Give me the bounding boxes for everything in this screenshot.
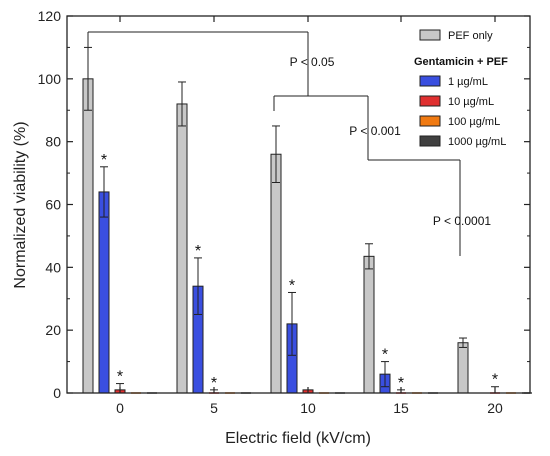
legend-label: 1 µg/mL — [448, 76, 488, 88]
legend-swatch — [419, 29, 441, 41]
y-tick-label: 40 — [45, 259, 61, 275]
legend-label: 100 µg/mL — [448, 116, 500, 128]
significance-star: * — [211, 375, 217, 392]
legend-label: 1000 µg/mL — [448, 136, 506, 148]
x-tick-label: 0 — [116, 400, 124, 416]
legend-swatch — [419, 135, 441, 147]
comparison-label: P < 0.001 — [349, 124, 401, 138]
y-tick-label: 120 — [38, 8, 62, 24]
bar — [176, 103, 188, 394]
comparison-label: P < 0.0001 — [433, 214, 491, 228]
significance-star: * — [289, 277, 295, 294]
x-tick-label: 20 — [487, 400, 503, 416]
legend: PEF only Gentamicin + PEF 1 µg/mL 10 µg/mL 1… — [414, 29, 508, 148]
y-tick-label: 20 — [45, 322, 61, 338]
x-tick-label: 5 — [210, 400, 218, 416]
x-tick-label: 10 — [300, 400, 316, 416]
bar — [270, 153, 282, 394]
y-tick-label: 60 — [45, 197, 61, 213]
y-tick-label: 100 — [38, 71, 62, 87]
bar — [363, 255, 375, 394]
significance-star: * — [101, 152, 107, 169]
y-axis-title: Normalized viability (%) — [12, 121, 29, 288]
x-axis-title: Electric field (kV/cm) — [225, 430, 371, 447]
bar — [82, 78, 94, 394]
bar — [457, 342, 469, 394]
legend-label: 10 µg/mL — [448, 96, 494, 108]
comparison-label: P < 0.05 — [290, 55, 335, 69]
legend-swatch — [419, 95, 441, 107]
plot-frame — [66, 15, 531, 394]
legend-swatch — [419, 75, 441, 87]
legend-header: Gentamicin + PEF — [414, 56, 508, 68]
axes-layer: 0 20 40 60 80 100 120 0 5 10 15 20 — [38, 8, 530, 416]
bar — [98, 191, 110, 394]
significance-star: * — [382, 347, 388, 364]
y-tick-label: 0 — [53, 385, 61, 401]
significance-star: * — [195, 243, 201, 260]
x-tick-label: 15 — [393, 400, 409, 416]
comparison-brackets: P < 0.05 P < 0.001 P < 0.0001 — [87, 31, 491, 256]
significance-star: * — [117, 369, 123, 386]
y-tick-label: 80 — [45, 134, 61, 150]
legend-label: PEF only — [448, 30, 493, 42]
significance-star: * — [398, 375, 404, 392]
legend-swatch — [419, 115, 441, 127]
significance-star: * — [492, 372, 498, 389]
